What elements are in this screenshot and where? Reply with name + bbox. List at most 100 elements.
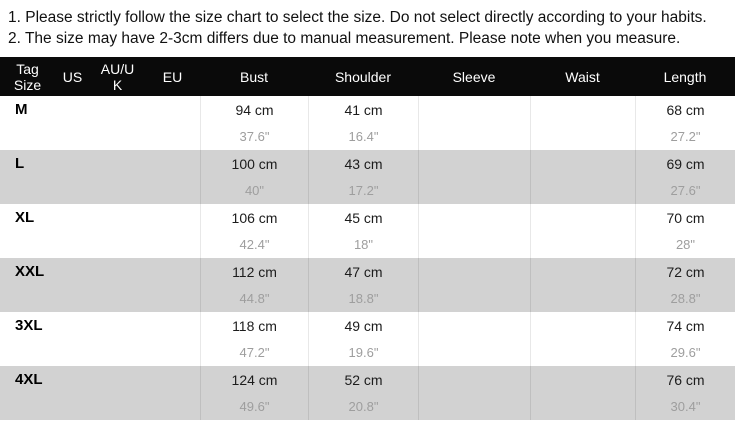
shoulder-cm-value: 45 cm <box>344 209 383 226</box>
shoulder-inch-value: 16.4" <box>348 129 379 144</box>
sleeve-cell <box>418 150 530 204</box>
au-uk-cell <box>90 204 145 258</box>
sleeve-inch-value <box>419 231 530 258</box>
size-label: XXL <box>15 263 45 280</box>
shoulder-cm-value: 52 cm <box>344 371 383 388</box>
eu-cell <box>145 312 200 366</box>
sleeve-cm-value <box>419 204 530 231</box>
length-cell: 74 cm 29.6" <box>635 312 735 366</box>
size-label: XL <box>15 209 35 226</box>
sleeve-cm-value <box>419 150 530 177</box>
au-uk-cell <box>90 96 145 150</box>
waist-cell <box>530 366 635 420</box>
us-cell <box>55 366 90 420</box>
length-inch-value: 29.6" <box>670 345 701 360</box>
waist-cm-value <box>531 312 635 339</box>
bust-cell: 106 cm 42.4" <box>200 204 308 258</box>
size-cell: XXL <box>0 258 55 312</box>
eu-cell <box>145 96 200 150</box>
length-cell: 76 cm 30.4" <box>635 366 735 420</box>
sleeve-cell <box>418 96 530 150</box>
bust-inch-value: 44.8" <box>239 291 270 306</box>
waist-cm-value <box>531 150 635 177</box>
shoulder-cell: 52 cm 20.8" <box>308 366 418 420</box>
us-cell <box>55 150 90 204</box>
col-header-length: Length <box>663 68 707 85</box>
shoulder-cell: 47 cm 18.8" <box>308 258 418 312</box>
col-header-tag-size: Tag Size <box>13 60 42 93</box>
size-cell: M <box>0 96 55 150</box>
size-chart-table: Tag Size US AU/UK EU Bust Shoulder Sleev… <box>0 57 735 420</box>
waist-cell <box>530 96 635 150</box>
sleeve-inch-value <box>419 339 530 366</box>
waist-cm-value <box>531 204 635 231</box>
length-inch-value: 28.8" <box>670 291 701 306</box>
size-label: L <box>15 155 25 172</box>
bust-inch-value: 40" <box>244 183 265 198</box>
table-row: XXL 112 cm 44.8" 47 cm 18.8" <box>0 258 735 312</box>
length-inch-value: 30.4" <box>670 399 701 414</box>
bust-cm-value: 106 cm <box>231 209 278 226</box>
eu-cell <box>145 366 200 420</box>
au-uk-cell <box>90 366 145 420</box>
bust-cm-value: 112 cm <box>232 263 277 280</box>
shoulder-cell: 41 cm 16.4" <box>308 96 418 150</box>
shoulder-inch-value: 18" <box>353 237 374 252</box>
waist-inch-value <box>531 339 635 366</box>
eu-cell <box>145 150 200 204</box>
sleeve-cell <box>418 366 530 420</box>
col-header-au-uk: AU/UK <box>100 60 135 93</box>
bust-cell: 94 cm 37.6" <box>200 96 308 150</box>
waist-inch-value <box>531 285 635 312</box>
waist-inch-value <box>531 177 635 204</box>
shoulder-cm-value: 43 cm <box>344 155 383 172</box>
shoulder-cm-value: 47 cm <box>344 263 383 280</box>
waist-cm-value <box>531 258 635 285</box>
waist-cell <box>530 258 635 312</box>
sleeve-cm-value <box>419 366 530 393</box>
size-cell: L <box>0 150 55 204</box>
bust-cm-value: 94 cm <box>235 101 274 118</box>
length-cell: 70 cm 28" <box>635 204 735 258</box>
table-row: 4XL 124 cm 49.6" 52 cm 20.8" <box>0 366 735 420</box>
shoulder-inch-value: 20.8" <box>348 399 379 414</box>
shoulder-cell: 45 cm 18" <box>308 204 418 258</box>
waist-cm-value <box>531 96 635 123</box>
table-row: 3XL 118 cm 47.2" 49 cm 19.6" <box>0 312 735 366</box>
waist-inch-value <box>531 393 635 420</box>
size-label: M <box>15 101 28 118</box>
bust-inch-value: 47.2" <box>239 345 270 360</box>
waist-cell <box>530 312 635 366</box>
shoulder-inch-value: 17.2" <box>348 183 379 198</box>
shoulder-cm-value: 41 cm <box>344 101 383 118</box>
size-cell: 3XL <box>0 312 55 366</box>
sleeve-cm-value <box>419 96 530 123</box>
bust-cell: 112 cm 44.8" <box>200 258 308 312</box>
sleeve-inch-value <box>419 285 530 312</box>
bust-cm-value: 118 cm <box>232 317 277 334</box>
col-header-shoulder: Shoulder <box>334 68 392 85</box>
au-uk-cell <box>90 150 145 204</box>
sleeve-inch-value <box>419 123 530 150</box>
col-header-waist: Waist <box>565 68 600 85</box>
sleeve-cm-value <box>419 312 530 339</box>
col-header-sleeve: Sleeve <box>452 68 496 85</box>
length-cm-value: 70 cm <box>666 209 705 226</box>
note-line-1: 1. Please strictly follow the size chart… <box>8 9 707 26</box>
bust-cell: 118 cm 47.2" <box>200 312 308 366</box>
us-cell <box>55 96 90 150</box>
size-label: 4XL <box>15 371 43 388</box>
length-cell: 69 cm 27.6" <box>635 150 735 204</box>
table-row: M 94 cm 37.6" 41 cm 16.4" <box>0 96 735 150</box>
sleeve-cm-value <box>419 258 530 285</box>
col-header-us: US <box>62 68 83 85</box>
shoulder-cm-value: 49 cm <box>344 317 383 334</box>
shoulder-cell: 43 cm 17.2" <box>308 150 418 204</box>
measurement-notes: 1. Please strictly follow the size chart… <box>0 0 735 49</box>
waist-cell <box>530 150 635 204</box>
table-body: M 94 cm 37.6" 41 cm 16.4" <box>0 96 735 420</box>
note-line-2: 2. The size may have 2-3cm differs due t… <box>8 30 681 47</box>
sleeve-cell <box>418 258 530 312</box>
sleeve-cell <box>418 204 530 258</box>
us-cell <box>55 204 90 258</box>
